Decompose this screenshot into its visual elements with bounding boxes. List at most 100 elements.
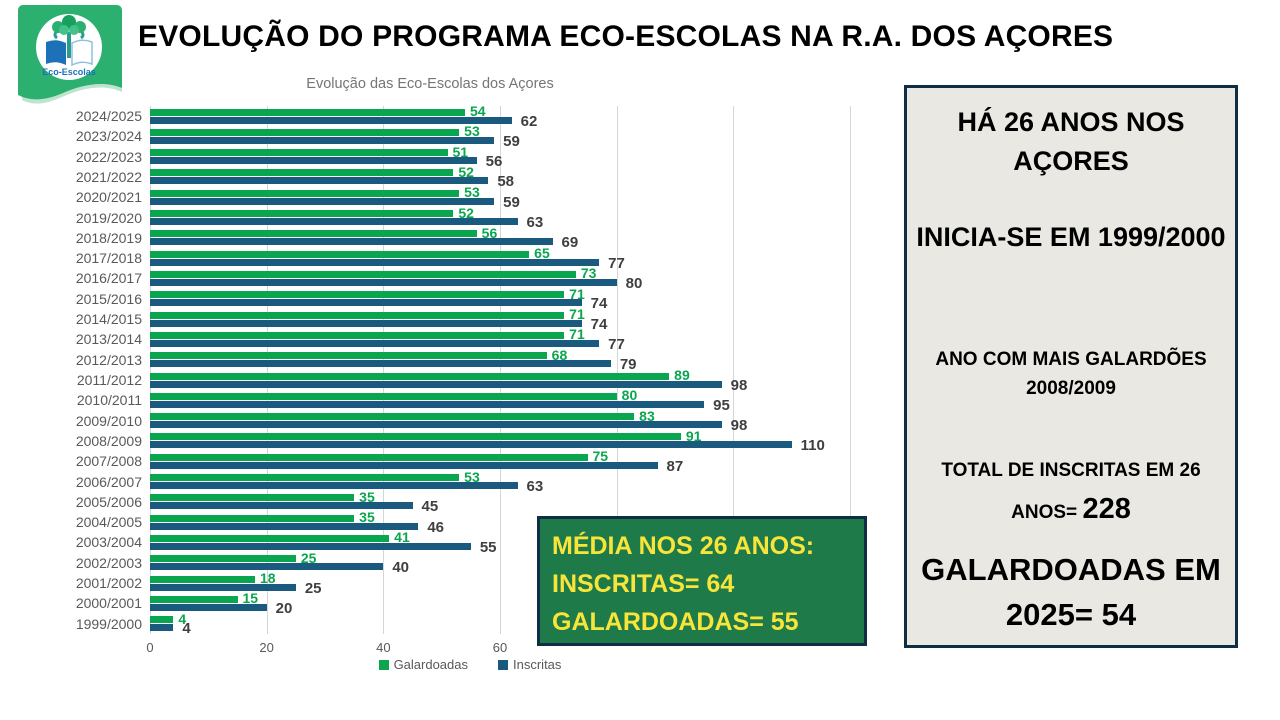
value-label-galardoadas: 71 — [569, 285, 585, 302]
value-label-galardoadas: 73 — [580, 265, 597, 282]
chart-row: 68 79 — [150, 346, 850, 374]
value-label-inscritas: 110 — [800, 437, 825, 455]
value-label-inscritas: 98 — [730, 417, 748, 435]
chart-row: 71 77 — [150, 326, 850, 353]
bar-galardoadas — [150, 433, 681, 441]
chart-row: 52 63 — [150, 204, 850, 232]
value-label-galardoadas: 71 — [569, 326, 585, 343]
category-label: 2023/2024 — [75, 128, 142, 145]
value-label-galardoadas: 35 — [359, 509, 375, 526]
category-label: 2008/2009 — [75, 432, 142, 449]
bar-galardoadas — [150, 453, 588, 461]
bar-galardoadas — [150, 474, 460, 482]
value-label-galardoadas: 68 — [551, 346, 568, 363]
gridline — [850, 106, 851, 634]
info-block-inicio: INICIA-SE EM 1999/2000 — [916, 222, 1226, 252]
chart-row: 56 69 — [150, 224, 850, 252]
chart-title: Evolução das Eco-Escolas dos Açores — [306, 76, 554, 92]
value-label-galardoadas: 52 — [458, 204, 474, 221]
category-label: 2003/2004 — [75, 534, 142, 551]
value-label-inscritas: 45 — [421, 498, 439, 516]
bar-galardoadas — [150, 392, 617, 400]
bar-inscritas — [150, 522, 419, 530]
value-label-galardoadas: 53 — [464, 123, 480, 140]
legend-label-galardoadas: Galardoadas — [393, 657, 469, 672]
category-label: 2017/2018 — [75, 250, 142, 267]
bar-inscritas — [150, 197, 495, 205]
info-block-anos: HÁ 26 ANOS NOS AÇORES — [957, 107, 1185, 177]
chart-row: 54 62 — [150, 103, 850, 130]
category-label: 2021/2022 — [75, 168, 142, 185]
value-label-inscritas: 77 — [608, 254, 625, 272]
legend-item-inscritas: Inscritas — [498, 657, 561, 672]
bar-galardoadas — [150, 616, 174, 624]
chart-row: 83 98 — [150, 407, 850, 435]
category-label: 2010/2011 — [76, 392, 142, 409]
bar-inscritas — [150, 278, 617, 286]
category-label: 2002/2003 — [75, 554, 142, 571]
bar-inscritas — [150, 319, 582, 327]
bar-inscritas — [150, 380, 722, 388]
value-label-inscritas: 87 — [666, 457, 684, 475]
value-label-galardoadas: 51 — [452, 143, 469, 160]
value-label-inscritas: 98 — [730, 376, 748, 394]
value-label-inscritas: 62 — [520, 112, 538, 130]
chart-row: 75 87 — [150, 448, 850, 475]
bar-inscritas — [150, 583, 296, 591]
value-label-galardoadas: 75 — [592, 448, 609, 465]
category-label: 1999/2000 — [75, 615, 142, 632]
value-label-inscritas: 95 — [713, 396, 730, 414]
value-label-galardoadas: 56 — [481, 224, 498, 241]
chart-row: 18 25 — [150, 570, 850, 597]
category-label: 2015/2016 — [75, 290, 142, 307]
chart-plot-area: 0 20 40 60 54 62 53 59 51 56 52 58 53 59 52 63 56 69 65 77 7… — [146, 103, 851, 655]
legend-label-inscritas: Inscritas — [513, 657, 562, 672]
info-block-galardoadas-2025: GALARDOADAS EM 2025= 54 — [921, 552, 1221, 632]
chart-row: 35 46 — [150, 509, 850, 536]
gridline — [616, 106, 618, 634]
bar-galardoadas — [150, 514, 355, 522]
media-callout-box: MÉDIA NOS 26 ANOS: INSCRITAS= 64 GALARDO… — [537, 516, 867, 646]
chart-row: 52 58 — [150, 164, 850, 190]
value-label-galardoadas: 53 — [464, 184, 480, 201]
logo-label: Eco-Escolas — [42, 67, 96, 77]
bar-inscritas — [150, 624, 174, 632]
value-label-galardoadas: 83 — [639, 407, 655, 424]
bar-galardoadas — [150, 210, 454, 218]
bar-galardoadas — [150, 311, 565, 319]
chart-row: 51 56 — [150, 143, 850, 170]
value-label-galardoadas: 71 — [569, 306, 585, 323]
category-label: 2014/2015 — [75, 311, 142, 328]
gridline — [266, 106, 268, 634]
bar-galardoadas — [150, 331, 565, 339]
info-total-value: 228 — [1082, 493, 1131, 526]
bar-galardoadas — [150, 575, 255, 583]
bar-inscritas — [150, 238, 553, 246]
x-axis-tick: 60 — [492, 640, 508, 655]
bar-galardoadas — [150, 352, 547, 360]
value-label-inscritas: 46 — [427, 518, 445, 536]
category-label: 2000/2001 — [75, 595, 142, 612]
value-label-inscritas: 4 — [182, 620, 191, 638]
chart-row: 89 98 — [150, 367, 850, 394]
category-label: 2019/2020 — [75, 209, 142, 226]
info-total-prefix: TOTAL DE INSCRITAS EM 26 ANOS= — [941, 460, 1201, 524]
value-label-inscritas: 63 — [526, 214, 544, 232]
media-line-3: GALARDOADAS= 55 — [552, 608, 799, 636]
chart-row: 80 95 — [150, 387, 850, 414]
media-line-2: INSCRITAS= 64 — [552, 570, 735, 598]
bar-inscritas — [150, 502, 413, 510]
value-label-inscritas: 25 — [304, 579, 322, 597]
x-axis-tick: 40 — [376, 640, 391, 655]
bar-galardoadas — [150, 534, 390, 542]
bar-inscritas — [150, 177, 489, 185]
gridline — [733, 106, 735, 634]
value-label-inscritas: 59 — [503, 132, 520, 150]
eco-escolas-logo: Eco-Escolas — [10, 2, 130, 106]
value-label-inscritas: 79 — [619, 356, 637, 374]
value-label-inscritas: 69 — [561, 234, 579, 252]
bar-galardoadas — [150, 149, 448, 157]
bar-galardoadas — [150, 250, 530, 258]
media-line-1: MÉDIA NOS 26 ANOS: — [552, 532, 815, 560]
chart-category-axis: 2024/2025 2023/2024 2022/2023 2021/2022 2020… — [52, 106, 142, 634]
